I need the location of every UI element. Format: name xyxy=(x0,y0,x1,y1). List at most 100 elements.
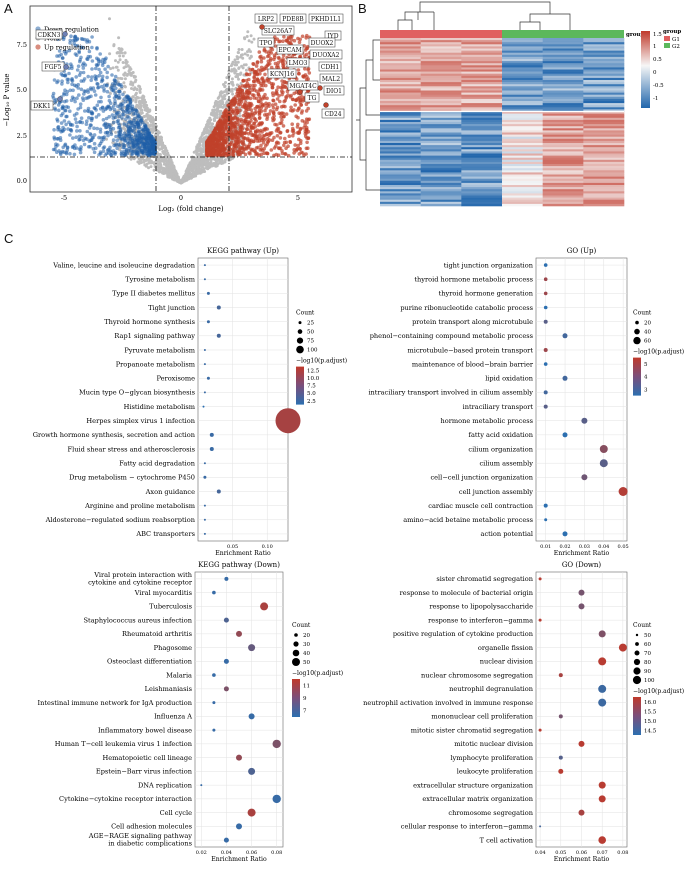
color-legend-tick: 5 xyxy=(644,362,648,368)
term-label: Fluid shear stress and atherosclerosis xyxy=(68,445,196,453)
dotplot-3: GO (Down) sister chromatid segregation res… xyxy=(363,561,684,863)
dot xyxy=(203,278,206,281)
dot xyxy=(272,739,281,749)
term-label: Peroxisome xyxy=(157,375,196,383)
term-label: organelle fission xyxy=(478,644,534,652)
dot xyxy=(203,518,206,521)
dot xyxy=(543,291,548,296)
term-label: Leishmaniasis xyxy=(145,685,193,693)
x-tick-label: 0.05 xyxy=(555,850,566,856)
color-legend-bar xyxy=(292,679,300,717)
dot xyxy=(203,504,206,507)
dot xyxy=(248,644,256,652)
x-tick-label: 0.08 xyxy=(271,850,282,856)
dot xyxy=(203,264,206,267)
count-legend-dot xyxy=(634,328,640,335)
dot xyxy=(200,784,203,787)
term-label: response to lipopolysaccharide xyxy=(429,603,533,611)
volcano-xtick-5: 5 xyxy=(296,194,300,202)
color-legend-bar xyxy=(633,357,641,396)
term-label: intraciliary transport xyxy=(463,403,534,411)
count-legend-dot xyxy=(635,633,639,637)
term-label: Tuberculosis xyxy=(149,603,192,611)
x-tick-label: 0.05 xyxy=(618,544,629,550)
dot xyxy=(543,362,548,366)
count-legend-label: 20 xyxy=(644,321,651,327)
count-legend-label: 70 xyxy=(644,651,651,657)
gene-label-tg: TG xyxy=(308,95,317,102)
term-label: Tight junction xyxy=(148,304,196,312)
x-tick-label: 0.07 xyxy=(597,850,608,856)
dotplot-title: KEGG pathway (Down) xyxy=(198,561,280,569)
color-legend-tick: 14.5 xyxy=(644,728,657,734)
heatmap-panel: group 1.5 1 0.5 0 -0.5 -1 group G1 G2 xyxy=(356,1,681,207)
dot xyxy=(212,728,216,732)
dot xyxy=(578,809,585,816)
color-legend-tick: 15.5 xyxy=(644,709,657,715)
count-legend-dot xyxy=(292,649,300,657)
dot xyxy=(216,489,221,494)
dot xyxy=(558,714,563,719)
term-label: Staphylococcus aureus infection xyxy=(84,616,193,624)
count-legend-label: 40 xyxy=(644,330,651,336)
dot xyxy=(543,503,548,508)
x-tick-label: 0.02 xyxy=(196,850,207,856)
term-label: cell junction assembly xyxy=(459,488,533,496)
x-tick-label: 0.06 xyxy=(576,850,587,856)
dot xyxy=(203,475,207,479)
dot xyxy=(578,740,585,747)
term-label: thyroid hormone generation xyxy=(439,290,534,298)
term-label: Cell adhesion molecules xyxy=(111,823,193,831)
count-legend-dot xyxy=(633,336,641,345)
dot xyxy=(248,767,256,775)
dot xyxy=(236,823,242,830)
dot xyxy=(598,795,606,803)
dot xyxy=(203,349,206,351)
hm-group-swatch-g2 xyxy=(664,43,670,48)
count-legend-title: Count xyxy=(633,310,652,317)
dot xyxy=(558,768,564,774)
term-label: chromosome segregation xyxy=(448,809,533,817)
term-label: nuclear division xyxy=(480,658,534,666)
gene-label-lrp2: LRP2 xyxy=(258,16,275,23)
dotplot-frame xyxy=(197,257,289,542)
hm-tick-15: 1.5 xyxy=(653,32,662,38)
heatmap-color-ticks: 1.5 1 0.5 0 -0.5 -1 xyxy=(653,32,664,102)
count-legend-dot xyxy=(635,320,639,325)
dot xyxy=(599,459,608,468)
color-legend-title: −log10(p.adjust) xyxy=(633,349,684,356)
dotplot-1: GO (Up) tight junction organization thyroi… xyxy=(368,247,684,557)
count-legend-label: 60 xyxy=(644,642,651,648)
term-label: Valine, leucine and isoleucine degradati… xyxy=(52,261,196,269)
term-label: Type II diabetes mellitus xyxy=(112,290,195,298)
term-label: cilium organization xyxy=(468,445,533,453)
term-label: Histidine metabolism xyxy=(124,403,196,411)
color-legend-tick: 10.0 xyxy=(307,376,320,382)
dot xyxy=(543,277,548,282)
count-legend-dot xyxy=(633,667,641,675)
gene-dot-lrp2 xyxy=(259,24,265,30)
gene-dot-cdkn3 xyxy=(62,31,68,37)
legend-up-dot xyxy=(35,44,41,50)
term-label: Thyroid hormone synthesis xyxy=(104,318,195,326)
dot xyxy=(599,445,608,453)
term-label: Influenza A xyxy=(154,713,192,721)
term-label: leukocyte proliferation xyxy=(457,768,534,776)
term-label: cilium assembly xyxy=(479,459,533,467)
term-label: purine ribonucleotide catabolic process xyxy=(400,304,533,312)
color-legend-tick: 15.0 xyxy=(644,719,657,725)
term-label: Viral protein interaction with cytokine a… xyxy=(88,571,193,587)
dot xyxy=(578,589,585,596)
term-label: fatty acid oxidation xyxy=(469,431,534,439)
term-label: DNA replication xyxy=(138,781,193,789)
gene-box-lmo3 xyxy=(286,57,310,68)
gene-leader-dkk1 xyxy=(52,99,60,106)
term-label: Mucin type O−glycan biosynthesis xyxy=(79,389,196,397)
dot xyxy=(202,405,205,408)
dot xyxy=(224,576,229,581)
color-legend-tick: 4 xyxy=(644,375,648,381)
term-label: phenol−containing compound metabolic pro… xyxy=(370,332,534,340)
color-legend-tick: 3 xyxy=(644,387,648,393)
gene-box-pkhd1l1 xyxy=(308,13,344,24)
color-legend-title: −log10(p.adjust) xyxy=(633,688,684,695)
